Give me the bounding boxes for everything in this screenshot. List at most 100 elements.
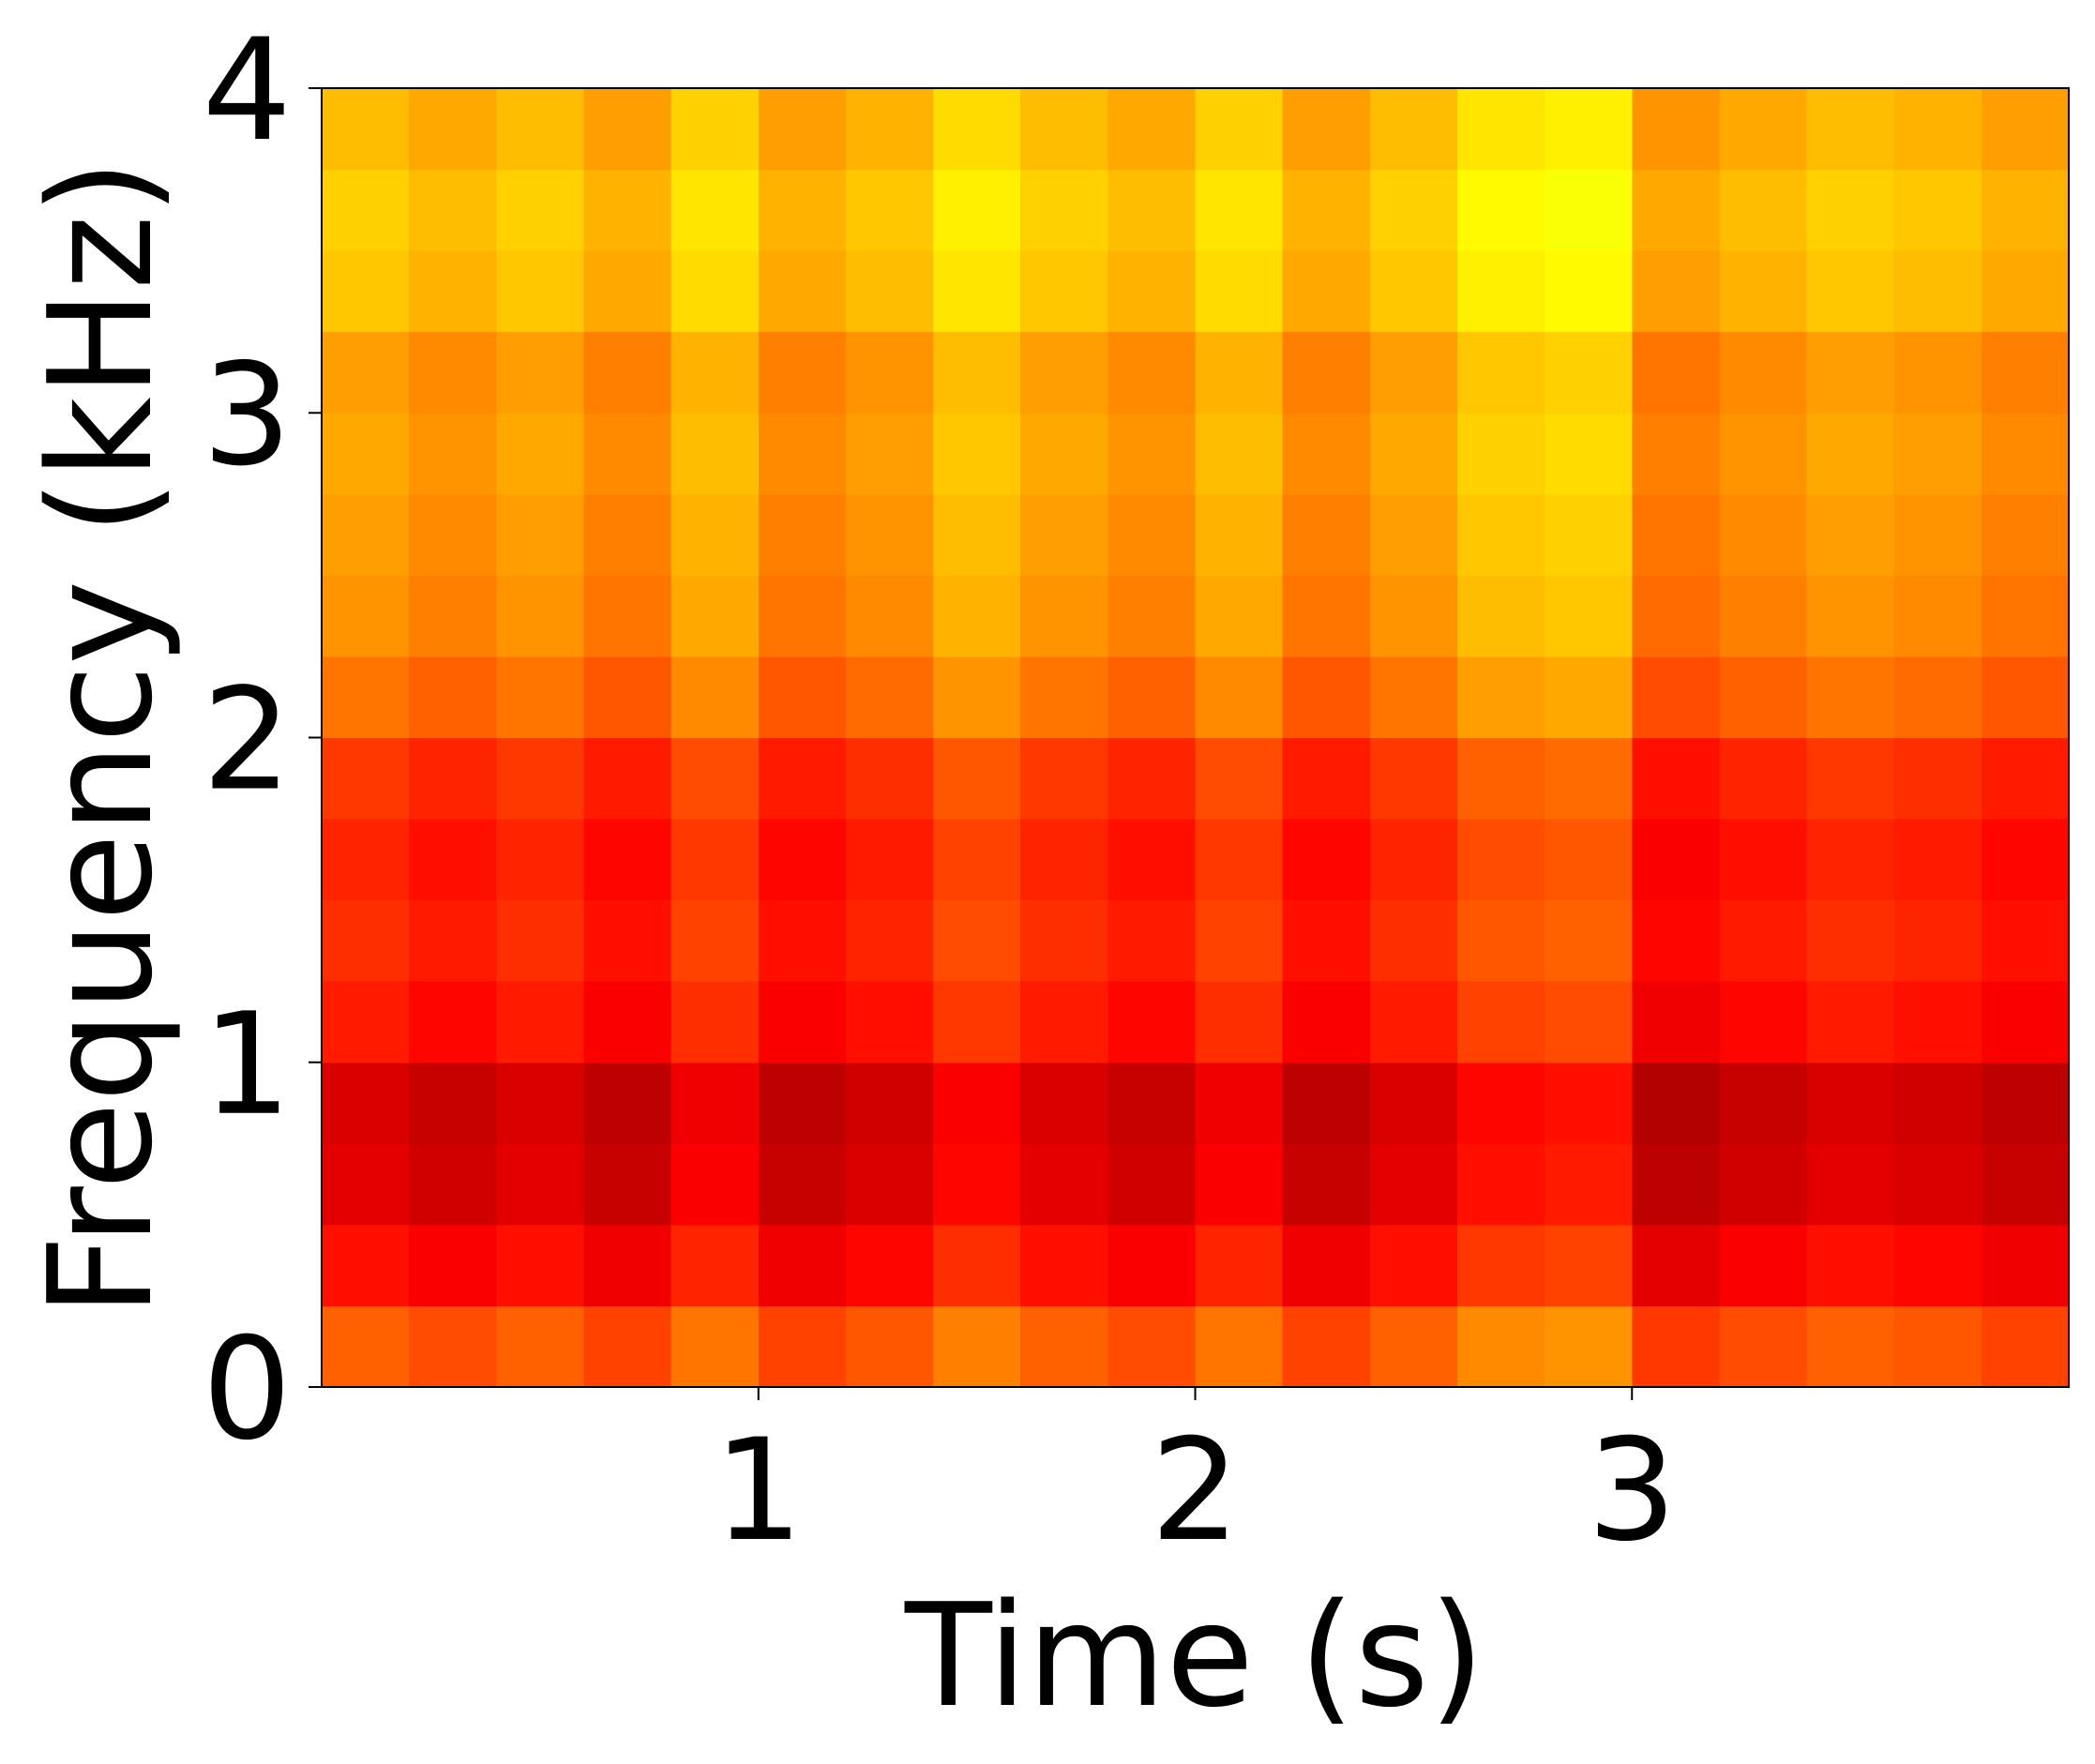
- heatmap: [322, 88, 2070, 1388]
- cell: [1282, 88, 1371, 171]
- cell: [1282, 331, 1371, 414]
- cell: [1632, 493, 1720, 576]
- cell: [1020, 413, 1108, 495]
- cell: [933, 899, 1021, 982]
- cell: [1981, 413, 2070, 495]
- cell: [1369, 88, 1458, 171]
- cell: [1108, 1062, 1196, 1144]
- cell: [1456, 899, 1545, 982]
- cell: [583, 169, 672, 251]
- cell: [1195, 1062, 1284, 1144]
- cell: [1369, 1305, 1458, 1388]
- cell: [322, 250, 410, 333]
- cell: [845, 899, 934, 982]
- cell: [671, 819, 760, 901]
- cell: [758, 169, 847, 251]
- cell: [409, 493, 497, 576]
- cell: [322, 169, 410, 251]
- cell: [496, 737, 584, 820]
- cell: [496, 169, 584, 251]
- cell: [845, 493, 934, 576]
- cell: [1545, 88, 1633, 171]
- cell: [322, 1143, 410, 1226]
- cell: [496, 899, 584, 982]
- cell: [1632, 656, 1720, 738]
- cell: [1282, 1224, 1371, 1306]
- cell: [845, 981, 934, 1063]
- cell: [933, 656, 1021, 738]
- cell: [496, 413, 584, 495]
- cell: [496, 981, 584, 1063]
- cell: [1981, 1224, 2070, 1306]
- cell: [1893, 413, 1982, 495]
- cell: [1981, 899, 2070, 982]
- cell: [583, 737, 672, 820]
- cell: [1806, 1224, 1895, 1306]
- cell: [1893, 1143, 1982, 1226]
- cell: [1369, 656, 1458, 738]
- cell: [1456, 1224, 1545, 1306]
- cell: [1719, 656, 1808, 738]
- cell: [496, 656, 584, 738]
- cell: [1456, 575, 1545, 657]
- cell: [322, 493, 410, 576]
- cell: [409, 413, 497, 495]
- cell: [671, 656, 760, 738]
- cell: [1282, 737, 1371, 820]
- y-axis-label: Frequency (kHz): [18, 159, 184, 1317]
- cell: [409, 1143, 497, 1226]
- cell: [845, 819, 934, 901]
- x-axis-label: Time (s): [904, 1573, 1485, 1739]
- cell: [1545, 1062, 1633, 1144]
- cell: [1108, 1305, 1196, 1388]
- cell: [1369, 1224, 1458, 1306]
- cell: [1806, 899, 1895, 982]
- cell: [1719, 737, 1808, 820]
- cell: [1545, 981, 1633, 1063]
- cell: [1369, 250, 1458, 333]
- cell: [1282, 981, 1371, 1063]
- cell: [1893, 493, 1982, 576]
- cell: [1719, 1224, 1808, 1306]
- cell: [845, 1305, 934, 1388]
- cell: [933, 737, 1021, 820]
- cell: [1806, 1305, 1895, 1388]
- cell: [671, 1062, 760, 1144]
- cell: [1369, 331, 1458, 414]
- cell: [1806, 250, 1895, 333]
- cell: [671, 899, 760, 982]
- cell: [1456, 1062, 1545, 1144]
- cell: [496, 1305, 584, 1388]
- cell: [758, 493, 847, 576]
- cell: [1020, 1062, 1108, 1144]
- cell: [1195, 575, 1284, 657]
- cell: [1369, 413, 1458, 495]
- cell: [1545, 413, 1633, 495]
- cell: [1893, 575, 1982, 657]
- cell: [1282, 575, 1371, 657]
- cell: [1108, 88, 1196, 171]
- cell: [1108, 493, 1196, 576]
- cell: [1981, 250, 2070, 333]
- cell: [496, 1224, 584, 1306]
- cell: [1456, 169, 1545, 251]
- cell: [1545, 331, 1633, 414]
- cell: [583, 981, 672, 1063]
- cell: [933, 493, 1021, 576]
- cell: [1369, 981, 1458, 1063]
- cell: [1719, 819, 1808, 901]
- cell: [583, 331, 672, 414]
- cell: [1545, 1143, 1633, 1226]
- cell: [845, 575, 934, 657]
- cell: [1195, 331, 1284, 414]
- cell: [1195, 981, 1284, 1063]
- cell: [1369, 737, 1458, 820]
- cell: [845, 413, 934, 495]
- y-tick-label: 0: [203, 1308, 292, 1471]
- cell: [933, 1224, 1021, 1306]
- cell: [671, 88, 760, 171]
- cell: [1719, 575, 1808, 657]
- cell: [583, 250, 672, 333]
- cell: [583, 899, 672, 982]
